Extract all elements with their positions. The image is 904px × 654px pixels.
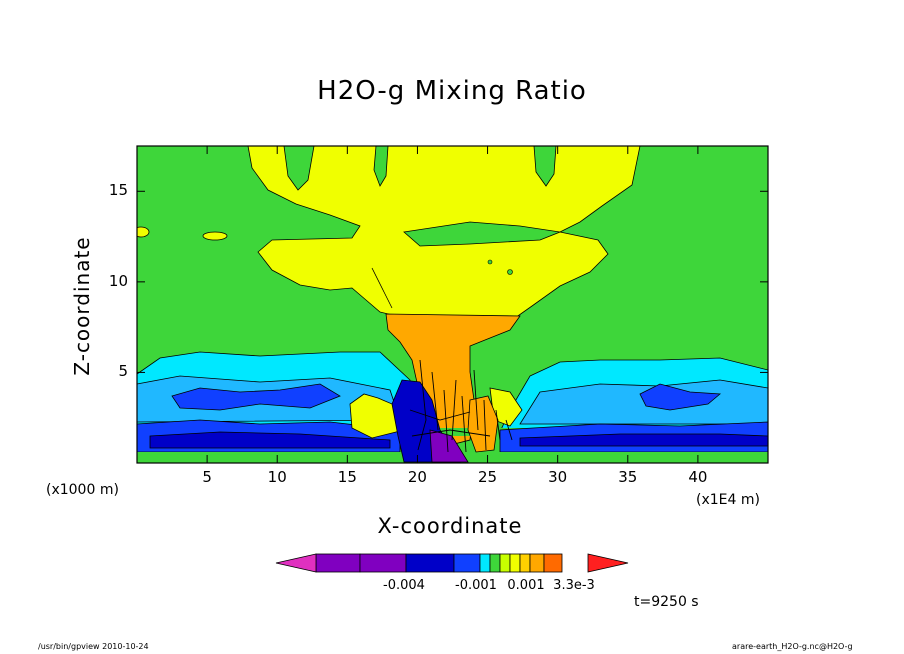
x-unit-left: (x1000 m) — [46, 482, 119, 498]
colorbar-segment — [543, 553, 563, 573]
colorbar-segment — [519, 553, 531, 573]
chart-title: H2O-g Mixing Ratio — [317, 76, 587, 106]
x-tick-label: 25 — [478, 468, 498, 486]
contour-field — [137, 146, 768, 463]
colorbar-segment — [453, 553, 481, 573]
x-tick-label: 5 — [202, 468, 212, 486]
x-axis-label: X-coordinate — [377, 514, 523, 538]
colorbar-segment — [499, 553, 511, 573]
x-tick-label: 40 — [688, 468, 708, 486]
colorbar-segment — [405, 553, 455, 573]
y-tick-label: 10 — [108, 271, 128, 290]
time-label: t=9250 s — [634, 594, 699, 610]
y-tick-label: 15 — [108, 181, 128, 200]
colorbar-label: -0.004 — [383, 578, 425, 593]
colorbar-segment — [315, 553, 361, 573]
turbulent-streaks — [409, 359, 513, 453]
colorbar-segment — [359, 553, 407, 573]
colorbar-label: 3.3e-3 — [553, 578, 595, 593]
footer-left: /usr/bin/gpview 2010-10-24 — [38, 642, 149, 651]
footer-right: arare-earth_H2O-g.nc@H2O-g — [732, 642, 853, 651]
colorbar-max-arrow — [587, 553, 629, 573]
colorbar-segment — [529, 553, 545, 573]
x-tick-label: 30 — [548, 468, 568, 486]
y-tick-label: 5 — [118, 362, 128, 381]
x-tick-label: 15 — [337, 468, 357, 486]
plot-frame — [136, 145, 769, 464]
x-tick-label: 10 — [267, 468, 287, 486]
x-tick-label: 20 — [407, 468, 427, 486]
colorbar-segment — [489, 553, 501, 573]
colorbar-segment — [509, 553, 521, 573]
colorbar-min-arrow — [275, 553, 317, 573]
colorbar — [275, 553, 629, 573]
colorbar-label: -0.001 — [455, 578, 497, 593]
y-axis-label: Z-coordinate — [70, 236, 94, 376]
axis-ticks — [137, 146, 768, 463]
colorbar-segment — [479, 553, 491, 573]
colorbar-label: 0.001 — [507, 578, 545, 593]
x-tick-label: 35 — [618, 468, 638, 486]
x-unit-right: (x1E4 m) — [696, 492, 760, 508]
